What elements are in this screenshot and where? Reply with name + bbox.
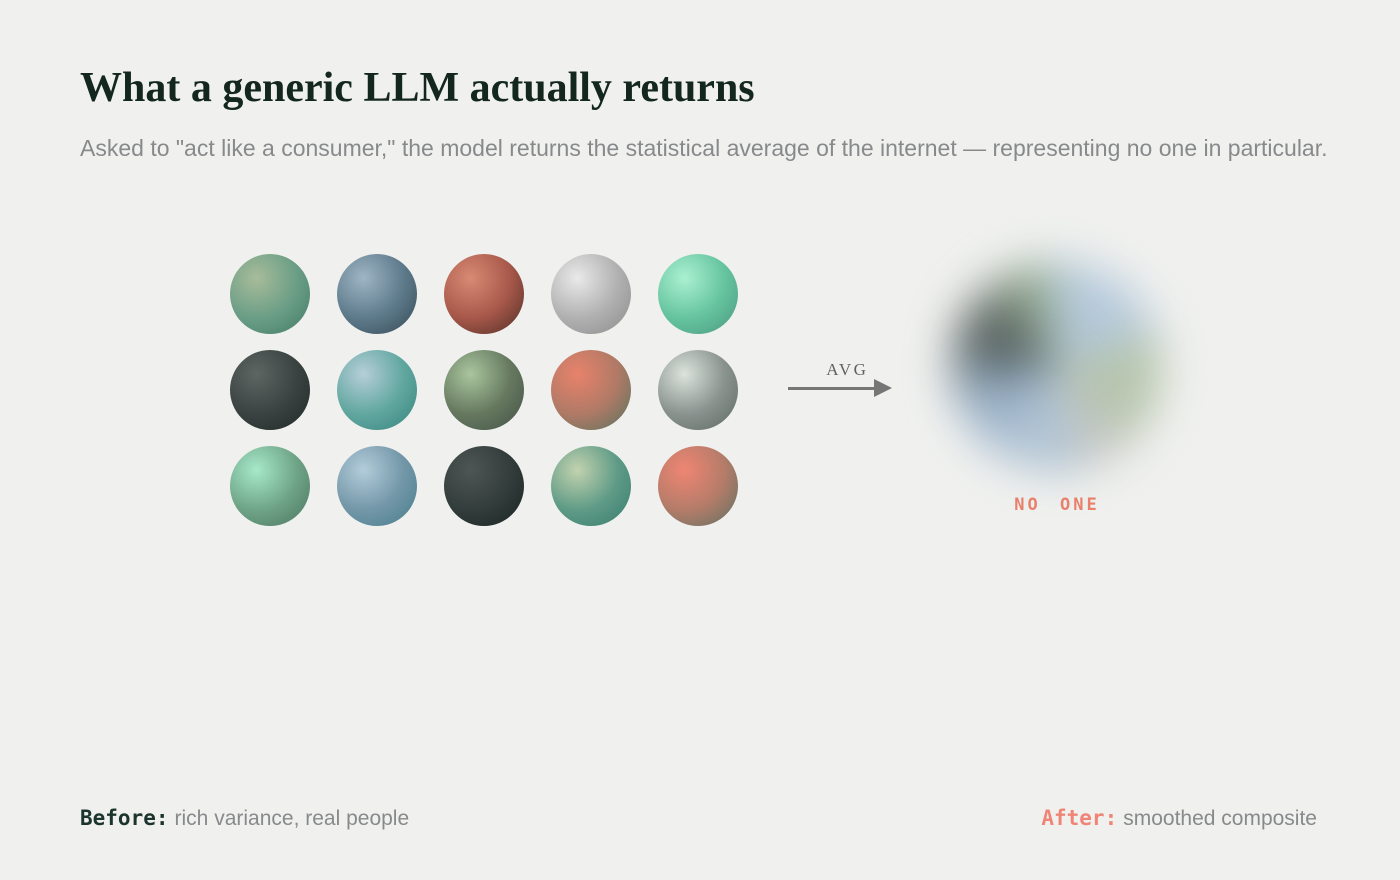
- sphere-silver: [551, 254, 631, 334]
- page-title: What a generic LLM actually returns: [80, 65, 755, 111]
- sphere-coral-teal: [551, 350, 631, 430]
- after-caption: After: smoothed composite: [1041, 806, 1317, 831]
- sphere-olive-sage: [444, 350, 524, 430]
- after-caption-text: smoothed composite: [1123, 807, 1317, 830]
- sphere-sage-green: [230, 254, 310, 334]
- sphere-coral-gray: [658, 446, 738, 526]
- arrow-head-icon: [874, 379, 892, 397]
- composite-blob: [952, 262, 1162, 472]
- sphere-grid: [230, 254, 738, 526]
- sphere-sage-green-2: [551, 446, 631, 526]
- sphere-charcoal-2: [444, 446, 524, 526]
- arrow-line: [788, 387, 876, 390]
- after-caption-label: After:: [1041, 806, 1118, 830]
- no-one-label: NO ONE: [1014, 495, 1100, 515]
- sphere-silver-green: [658, 350, 738, 430]
- avg-arrow-label: AVG: [826, 360, 869, 379]
- sphere-mint: [658, 254, 738, 334]
- before-caption: Before: rich variance, real people: [80, 806, 409, 831]
- sphere-mint-2: [230, 446, 310, 526]
- before-caption-text: rich variance, real people: [174, 807, 410, 830]
- before-caption-label: Before:: [80, 806, 169, 830]
- sphere-teal: [337, 350, 417, 430]
- sphere-charcoal: [230, 350, 310, 430]
- sphere-terracotta: [444, 254, 524, 334]
- sphere-slate-blue: [337, 254, 417, 334]
- sphere-steel-blue: [337, 446, 417, 526]
- avg-arrow: AVG: [788, 360, 894, 400]
- page-subtitle: Asked to "act like a consumer," the mode…: [80, 135, 1328, 161]
